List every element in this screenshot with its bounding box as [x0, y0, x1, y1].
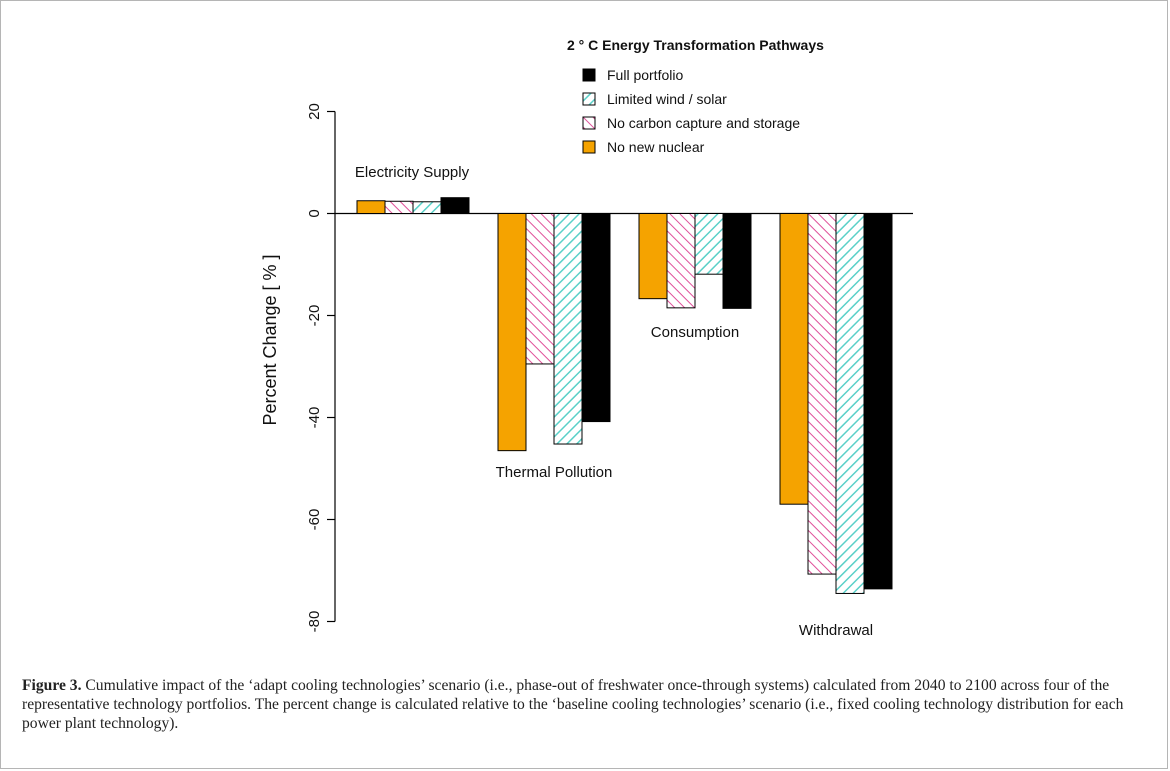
- y-axis-label: Percent Change [ % ]: [260, 254, 280, 425]
- y-tick-label: -40: [306, 407, 323, 429]
- bar: [722, 213, 752, 309]
- legend-title: 2 ° C Energy Transformation Pathways: [567, 37, 824, 53]
- bar: [638, 213, 668, 300]
- legend-label: Limited wind / solar: [607, 91, 727, 107]
- bar: [863, 213, 893, 590]
- bar: [807, 213, 837, 575]
- legend-swatch: [582, 68, 596, 82]
- bar: [356, 200, 386, 214]
- y-tick-label: 0: [306, 209, 323, 217]
- group-label: Electricity Supply: [355, 164, 470, 181]
- caption-text: Cumulative impact of the ‘adapt cooling …: [22, 677, 1124, 732]
- figure-caption: Figure 3. Cumulative impact of the ‘adap…: [22, 676, 1147, 733]
- bar: [525, 213, 555, 365]
- bar: [384, 200, 414, 214]
- bar: [412, 201, 442, 215]
- bar: [835, 213, 865, 594]
- y-tick-label: 20: [306, 103, 323, 120]
- legend-swatch: [582, 92, 596, 106]
- legend-label: No carbon capture and storage: [607, 115, 800, 131]
- legend-label: Full portfolio: [607, 67, 683, 83]
- group-label: Consumption: [651, 324, 739, 341]
- group-label: Thermal Pollution: [496, 464, 613, 481]
- bar-chart: 20 0 -20 -40 -60 -80 Percent Change [ % ] Ele…: [260, 37, 913, 639]
- bar: [553, 213, 583, 445]
- bar: [497, 213, 527, 452]
- bar: [779, 213, 809, 505]
- y-tick-label: -80: [306, 611, 323, 633]
- group-label: Withdrawal: [799, 622, 873, 639]
- bar: [440, 197, 470, 215]
- legend: 2 ° C Energy Transformation Pathways Ful…: [567, 37, 824, 155]
- legend-label: No new nuclear: [607, 139, 705, 155]
- caption-label: Figure 3.: [22, 677, 82, 694]
- bar: [666, 213, 696, 309]
- y-tick-label: -20: [306, 305, 323, 327]
- group-labels: Electricity Supply Thermal Pollution Consu…: [355, 164, 873, 639]
- bar: [581, 213, 611, 423]
- y-tick-label: -60: [306, 509, 323, 531]
- legend-swatch: [582, 116, 596, 130]
- y-axis: 20 0 -20 -40 -60 -80: [306, 103, 336, 633]
- bars: [356, 197, 893, 594]
- bar: [694, 213, 724, 275]
- legend-swatch: [582, 140, 596, 154]
